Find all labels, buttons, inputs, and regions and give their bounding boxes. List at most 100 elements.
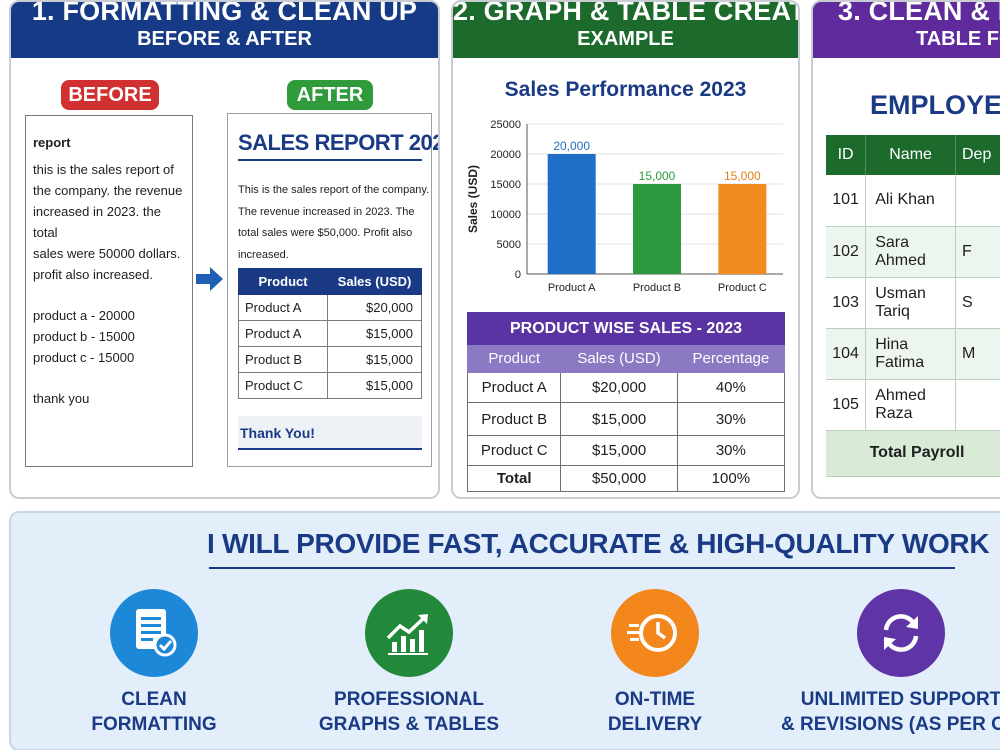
feature-label-line: & REVISIONS (AS PER ORD [781, 714, 1000, 735]
table-cell: 100% [676, 465, 786, 492]
table-cell: $15,000 [327, 320, 422, 347]
feature-unlimited-support: UNLIMITED SUPPORT & REVISIONS (AS PER OR… [781, 589, 1000, 737]
feature-clean-formatting: CLEAN FORMATTING [34, 589, 274, 737]
feature-label: ON-TIME DELIVERY [535, 687, 775, 737]
table-cell: Product B [466, 402, 562, 436]
table-header: Product [466, 344, 562, 373]
table-header: Product [237, 268, 329, 295]
after-document: SALES REPORT 2023 This is the sales repo… [227, 113, 438, 467]
table-row: 102 Sara Ahmed F [826, 226, 1000, 278]
chart-bar [718, 184, 767, 274]
table-header-row: ID Name Dep [826, 135, 1000, 175]
y-tick-label: 5000 [497, 239, 521, 251]
table-cell: $20,000 [327, 294, 422, 321]
employee-id: 101 [826, 175, 867, 227]
x-tick-label: Product A [548, 282, 596, 294]
table-row: Product B $15,000 30% [466, 402, 786, 436]
employee-dept: S [955, 277, 1000, 329]
pro-table-panel-subtitle: TABLE FO [916, 28, 1000, 50]
y-tick-label: 10000 [490, 209, 521, 221]
table-cell: $50,000 [560, 465, 678, 492]
feature-label-line: ON-TIME [614, 689, 696, 710]
feature-label: CLEAN FORMATTING [34, 687, 274, 737]
y-tick-label: 20000 [490, 149, 521, 161]
table-header: Dep [955, 135, 1000, 175]
table-total-row: Total $50,000 100% [466, 465, 786, 492]
employee-name: Usman Tariq [865, 277, 956, 329]
before-doc-line: sales were 50000 dollars. [33, 246, 181, 261]
before-doc-product: product a - 20000 [33, 308, 135, 323]
pro-table-panel-title: 3. CLEAN & PRO [838, 0, 1000, 26]
formatting-panel-header: 1. FORMATTING & CLEAN UP BEFORE & AFTER [11, 0, 438, 58]
table-cell: 30% [676, 402, 786, 436]
table-cell: Product B [237, 346, 329, 373]
table-row: Product B $15,000 [237, 346, 422, 373]
feature-label-line: UNLIMITED SUPPORT [800, 689, 1000, 710]
employee-id: 104 [826, 328, 867, 380]
formatting-panel-title: 1. FORMATTING & CLEAN UP [31, 0, 418, 26]
table-cell: 30% [676, 435, 786, 466]
y-tick-label: 25000 [490, 119, 521, 131]
before-badge: BEFORE [61, 80, 159, 110]
after-doc-closing: Thank You! [238, 416, 422, 450]
table-row: 103 Usman Tariq S [826, 277, 1000, 329]
graph-panel: 2. GRAPH & TABLE CREATION EXAMPLE Sales … [451, 0, 800, 499]
table-cell: $15,000 [560, 402, 678, 436]
before-doc-line: the company. the revenue [33, 183, 183, 198]
banner-divider [209, 567, 955, 569]
product-sales-table: PRODUCT WISE SALES - 2023 Product Sales … [466, 312, 786, 492]
feature-label-line: CLEAN [121, 689, 187, 710]
after-doc-sales-table: Product Sales (USD) Product A $20,000 Pr… [237, 268, 422, 399]
employee-id: 102 [826, 226, 867, 278]
after-doc-paragraph: This is the sales report of the company.… [238, 184, 430, 261]
pro-table-panel-header: 3. CLEAN & PRO TABLE FO [813, 0, 1000, 58]
feature-label-line: GRAPHS & TABLES [318, 714, 500, 735]
y-tick-label: 0 [515, 269, 521, 281]
table-cell: $15,000 [327, 372, 422, 399]
table-row: Product A $15,000 [237, 320, 422, 347]
table-header: Name [865, 135, 956, 175]
growth-chart-icon [365, 589, 453, 677]
before-doc-closing: thank you [33, 391, 90, 406]
after-badge: AFTER [287, 80, 373, 110]
table-row: Product A $20,000 [237, 294, 422, 321]
employee-id: 103 [826, 277, 867, 329]
before-document: report this is the sales report of the c… [25, 115, 193, 467]
chart-bar [547, 154, 596, 274]
employee-table-title: EMPLOYEE [870, 90, 1000, 120]
table-cell: Product A [466, 372, 562, 403]
table-title-row: PRODUCT WISE SALES - 2023 [467, 312, 785, 345]
feature-label-line: DELIVERY [607, 714, 703, 735]
y-axis-label: Sales (USD) [466, 165, 480, 233]
table-header-row: Product Sales (USD) Percentage [466, 344, 786, 373]
table-cell: Product C [466, 435, 562, 466]
table-cell: $20,000 [560, 372, 678, 403]
table-row: Product C $15,000 30% [466, 435, 786, 466]
graph-panel-header: 2. GRAPH & TABLE CREATION EXAMPLE [453, 0, 798, 58]
document-check-icon [110, 589, 198, 677]
employee-dept [955, 175, 1000, 227]
x-tick-label: Product B [633, 282, 681, 294]
formatting-panel: 1. FORMATTING & CLEAN UP BEFORE & AFTER … [9, 0, 440, 499]
table-total-row: Total Payroll [826, 430, 1000, 477]
pro-table-panel: 3. CLEAN & PRO TABLE FO EMPLOYEE ID Name… [811, 0, 1000, 499]
feature-label-line: FORMATTING [91, 714, 217, 735]
table-header: Percentage [676, 344, 786, 373]
employee-dept: M [955, 328, 1000, 380]
table-row: 101 Ali Khan [826, 175, 1000, 227]
chart-title: Sales Performance 2023 [504, 78, 747, 101]
before-doc-line: increased in 2023. the total [33, 204, 161, 240]
arrow-right-icon [196, 267, 223, 291]
before-doc-product: product c - 15000 [33, 350, 135, 365]
table-cell: Total [466, 465, 562, 492]
table-header: Sales (USD) [327, 268, 422, 295]
table-header-row: Product Sales (USD) [237, 268, 422, 295]
after-doc-divider [238, 159, 422, 161]
employee-name: Sara Ahmed [865, 226, 956, 278]
before-doc-line: profit also increased. [33, 267, 153, 282]
graph-panel-title: 2. GRAPH & TABLE CREATION [453, 0, 798, 26]
after-doc-title: SALES REPORT 2023 [238, 130, 440, 155]
graph-panel-subtitle: EXAMPLE [577, 28, 674, 50]
refresh-icon [857, 589, 945, 677]
table-cell: $15,000 [327, 346, 422, 373]
